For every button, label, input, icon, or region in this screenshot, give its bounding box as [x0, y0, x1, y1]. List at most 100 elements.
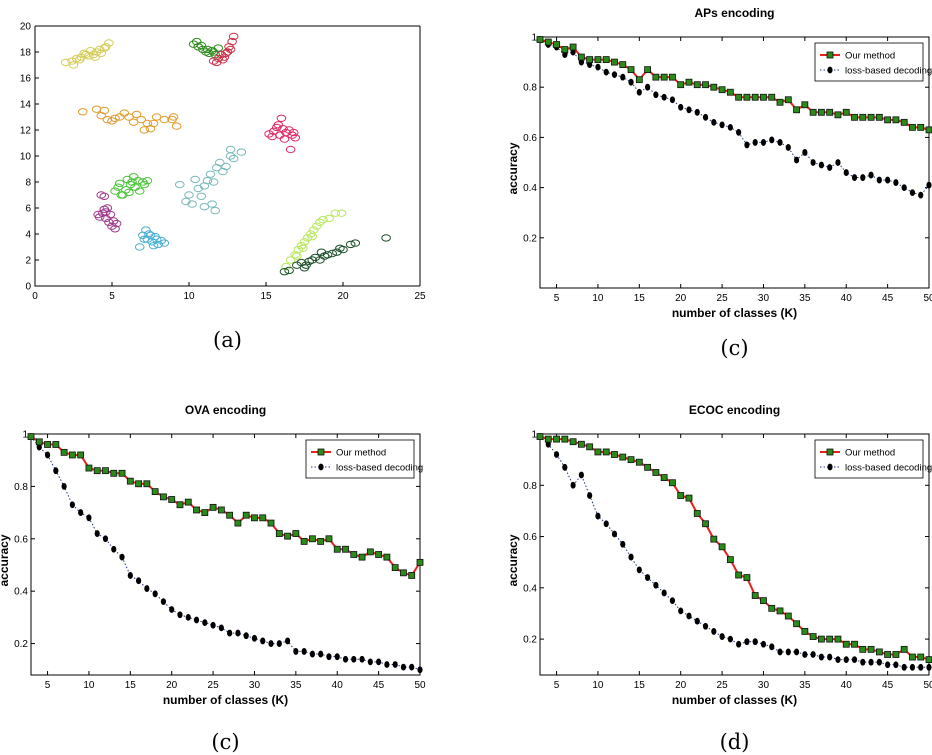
y-tick-label: 20: [20, 22, 32, 33]
scatter-point: [187, 200, 197, 208]
our-method-point: [710, 83, 718, 91]
our-method-point: [735, 571, 743, 579]
y-tick-label: 0.8: [523, 481, 537, 492]
our-method-point: [60, 448, 68, 456]
scatter-point: [279, 135, 290, 143]
our-method-point: [909, 653, 916, 661]
loss-based-point: [810, 651, 816, 658]
scatter-point: [68, 61, 79, 69]
loss-based-point: [94, 530, 100, 537]
loss-based-point: [127, 572, 133, 579]
our-method-point: [44, 441, 51, 448]
our-method-point: [660, 73, 668, 81]
legend-our-method-label: Our method: [845, 51, 895, 62]
scatter-point: [350, 239, 361, 247]
our-method-point: [375, 551, 383, 558]
panel-ecoc-title: ECOC encoding: [689, 403, 780, 417]
loss-based-point: [119, 553, 125, 561]
our-method-point: [859, 113, 867, 121]
scatter-point: [285, 145, 296, 154]
x-tick-label: 5: [45, 680, 51, 691]
loss-based-point: [694, 617, 700, 625]
our-method-point: [685, 494, 693, 502]
loss-based-point: [843, 656, 849, 664]
loss-based-point: [702, 622, 709, 630]
y-tick-label: 14: [20, 100, 32, 111]
x-tick-label: 20: [337, 291, 349, 302]
scatter-point: [267, 132, 277, 141]
loss-based-point: [918, 191, 924, 199]
loss-based-point: [620, 73, 626, 81]
loss-based-point: [251, 634, 258, 642]
loss-based-point: [318, 650, 324, 658]
our-method-point: [619, 61, 627, 69]
our-method-point: [259, 514, 267, 522]
loss-based-point: [603, 68, 609, 76]
legend-our-method-marker: [826, 448, 834, 456]
legend-loss-based-label: loss-based decoding: [845, 66, 932, 77]
our-method-point: [577, 53, 585, 61]
loss-based-point: [926, 181, 932, 189]
our-method-point: [160, 493, 167, 501]
panel-ecoc-frame: [539, 433, 930, 676]
loss-based-point: [860, 658, 866, 666]
our-method-point: [867, 113, 875, 121]
y-tick-label: 0.6: [523, 532, 537, 543]
our-method-point: [284, 532, 291, 540]
loss-based-point: [909, 663, 916, 671]
scatter-point: [96, 49, 107, 57]
our-method-point: [660, 474, 668, 481]
scatter-point: [99, 192, 110, 201]
loss-based-point: [301, 648, 307, 655]
loss-based-point: [611, 530, 618, 538]
loss-based-point: [785, 144, 791, 151]
loss-based-point: [669, 96, 676, 104]
loss-based-point: [202, 619, 208, 627]
y-tick-label: 0.4: [523, 183, 537, 194]
our-method-point: [333, 545, 341, 553]
our-method-point: [102, 467, 109, 475]
our-method-point: [594, 56, 602, 63]
panel-ova-ylabel: accuracy: [0, 534, 11, 586]
y-tick-label: 8: [25, 178, 31, 189]
scatter-point: [327, 249, 338, 258]
loss-based-point: [711, 118, 717, 126]
scatter-point: [101, 43, 111, 51]
scatter-point: [136, 115, 147, 124]
scatter-point: [221, 162, 231, 171]
scatter-point: [298, 244, 308, 253]
scatter-point: [174, 180, 185, 189]
scatter-point: [110, 225, 120, 233]
loss-based-point: [777, 139, 783, 146]
scatter-point: [74, 56, 85, 64]
our-method-point: [27, 433, 35, 441]
loss-based-point: [284, 637, 291, 645]
scatter-point: [77, 108, 88, 116]
loss-based-point: [785, 648, 791, 656]
scatter-point: [276, 114, 287, 123]
loss-based-point: [36, 443, 42, 451]
our-method-point: [892, 651, 900, 658]
x-tick-label: 15: [260, 291, 272, 302]
loss-based-point: [835, 656, 841, 664]
our-method-point: [925, 656, 932, 664]
scatter-point: [215, 158, 225, 167]
loss-based-point: [69, 501, 75, 509]
y-tick-label: 1: [22, 430, 28, 441]
loss-based-point: [736, 128, 742, 136]
loss-based-point: [135, 577, 142, 585]
scatter-point: [110, 114, 120, 123]
our-method-point: [350, 551, 358, 558]
x-tick-label: 35: [290, 680, 302, 691]
scatter-point: [324, 214, 334, 223]
panel-aps-ylabel: accuracy: [506, 142, 520, 194]
loss-based-point: [417, 666, 423, 674]
our-method-point: [900, 645, 908, 653]
scatter-point: [119, 109, 130, 117]
panel-aps-xlabel: number of classes (K): [672, 306, 797, 320]
loss-based-point: [553, 451, 560, 458]
x-tick-label: 50: [923, 293, 932, 304]
loss-based-point: [578, 471, 584, 479]
x-tick-label: 25: [414, 291, 426, 302]
x-tick-label: 25: [208, 680, 220, 691]
